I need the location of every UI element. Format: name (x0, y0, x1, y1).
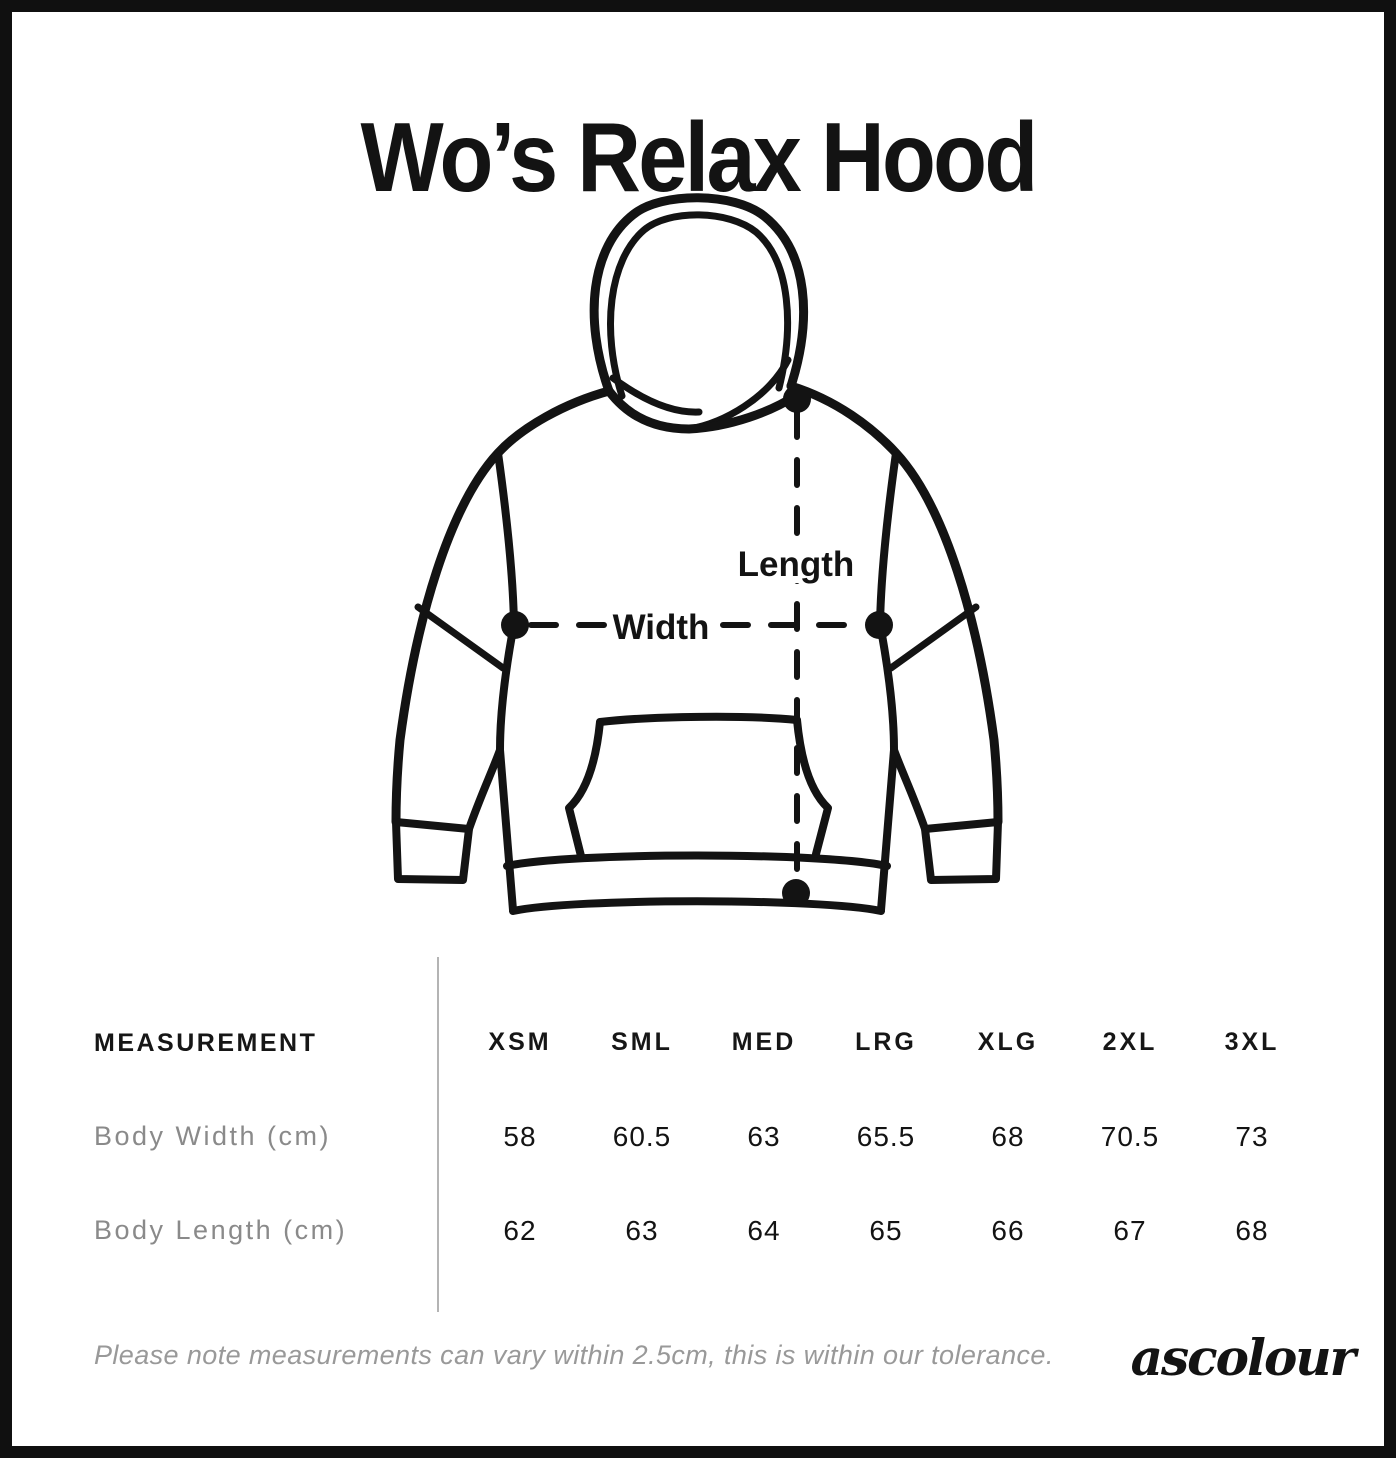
cuff-left (392, 818, 473, 884)
hem-point-dot (782, 879, 810, 907)
table-divider-line (437, 957, 439, 1312)
size-header-xsm: XSM (488, 1028, 552, 1056)
sleeve-inner-left-line (465, 746, 504, 833)
shoulder-sleeve-left-line (391, 386, 614, 827)
measure-dots (501, 385, 893, 907)
hood-outer-line (589, 193, 808, 396)
size-header-med: MED (731, 1028, 797, 1056)
body-length-xlg: 66 (991, 1215, 1025, 1246)
body-length-3xl: 68 (1235, 1215, 1269, 1246)
body-width-med: 63 (747, 1121, 781, 1152)
pocket-top-line (596, 712, 801, 726)
size-header-xlg: XLG (977, 1028, 1039, 1056)
body-length-med: 64 (747, 1215, 781, 1246)
body-length-sml: 63 (625, 1215, 659, 1246)
hoodie-outline (391, 193, 1003, 915)
hood-flap-left-line (609, 374, 703, 416)
raglan-seam-right-line (887, 603, 980, 672)
hood-inner-line (607, 211, 792, 400)
ascolour-logo: ascolour (1130, 1328, 1356, 1387)
body-width-2xl: 70.5 (1100, 1121, 1160, 1152)
body-width-xsm: 58 (503, 1121, 537, 1152)
shoulder-point-dot (783, 385, 811, 413)
collar-bottom-line (604, 386, 800, 434)
body-length-2xl: 67 (1113, 1215, 1147, 1246)
row-label-body-length: Body Length (cm) (94, 1215, 348, 1245)
size-header-lrg: LRG (855, 1028, 917, 1056)
armhole-left-line (494, 449, 518, 628)
body-side-right-line (876, 620, 898, 914)
body-side-left-line (496, 620, 518, 914)
body-length-xsm: 62 (503, 1215, 537, 1246)
page-title: Wo’s Relax Hood (360, 101, 1038, 212)
body-length-lrg: 65 (869, 1215, 903, 1246)
hem-top-line (503, 851, 891, 870)
size-header-3xl: 3XL (1224, 1028, 1280, 1056)
cuff-right (921, 818, 1002, 884)
shoulder-sleeve-right-line (786, 381, 1003, 827)
width-right-point-dot (865, 611, 893, 639)
tolerance-note: Please note measurements can vary within… (94, 1340, 1054, 1370)
measurement-column-header: MEASUREMENT (94, 1029, 318, 1057)
hem-bottom-line (509, 897, 885, 915)
row-label-body-width: Body Width (cm) (94, 1121, 332, 1151)
length-label-backplate (736, 541, 856, 583)
body-width-lrg: 65.5 (856, 1121, 916, 1152)
size-header-row: XSM SML MED LRG XLG 2XL 3XL (459, 1028, 1313, 1057)
length-label: Length (738, 545, 855, 584)
body-width-3xl: 73 (1235, 1121, 1269, 1152)
pocket-right-line (793, 716, 832, 858)
raglan-seam-left-line (414, 603, 507, 672)
pocket-left-line (565, 718, 604, 860)
size-header-2xl: 2XL (1102, 1028, 1158, 1056)
table-row-body-width: 58 60.5 63 65.5 68 70.5 73 (459, 1121, 1313, 1153)
body-width-sml: 60.5 (612, 1121, 672, 1152)
width-label: Width (613, 608, 710, 647)
width-left-point-dot (501, 611, 529, 639)
body-width-xlg: 68 (991, 1121, 1025, 1152)
table-row-body-length: 62 63 64 65 66 67 68 (459, 1215, 1313, 1247)
width-label-backplate (607, 604, 715, 646)
armhole-right-line (876, 449, 900, 628)
sleeve-inner-right-line (890, 746, 929, 833)
size-header-sml: SML (611, 1028, 673, 1056)
